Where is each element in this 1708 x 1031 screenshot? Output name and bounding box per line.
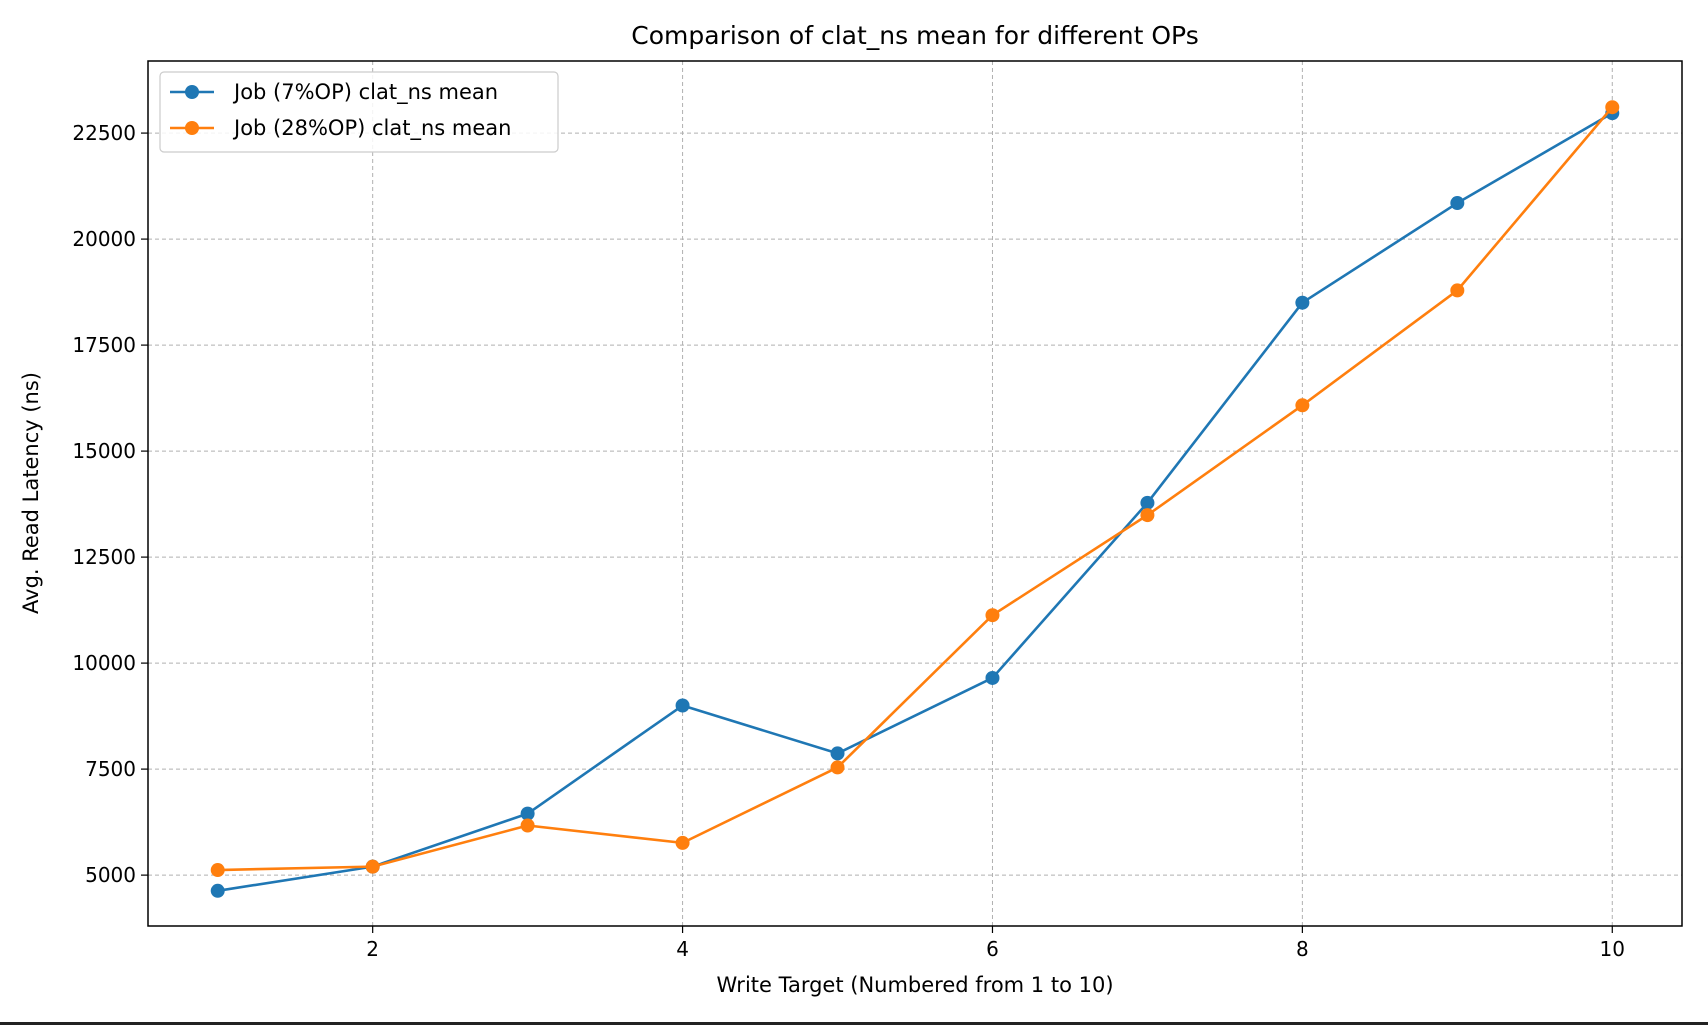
data-point — [830, 760, 845, 775]
series-line — [217, 106, 1614, 872]
x-axis-label: Write Target (Numbered from 1 to 10) — [716, 973, 1113, 997]
data-point — [520, 818, 535, 833]
data-point — [1140, 508, 1155, 523]
gridlines — [148, 61, 1682, 926]
axis-ticks: 2 4 6 8 10 5000 7500 10000 12500 15000 17500 20000 2… — [72, 121, 1625, 961]
series-2 — [210, 100, 1620, 878]
y-tick-label: 15000 — [72, 439, 136, 463]
data-point — [985, 670, 1000, 685]
y-tick-label: 17500 — [72, 333, 136, 357]
x-tick-label: 10 — [1600, 937, 1625, 961]
data-point — [985, 608, 1000, 623]
series-group — [210, 100, 1620, 898]
data-point — [1450, 283, 1465, 298]
plot-area-frame — [147, 60, 1683, 927]
x-tick-label: 8 — [1296, 937, 1309, 961]
data-point — [365, 859, 380, 874]
legend-entry: Job (7%OP) clat_ns mean — [170, 80, 498, 105]
data-point — [1295, 295, 1310, 310]
chart-title: Comparison of clat_ns mean for different… — [631, 21, 1198, 50]
y-tick-label: 7500 — [85, 757, 136, 781]
data-point — [675, 698, 690, 713]
legend-entry: Job (28%OP) clat_ns mean — [170, 116, 511, 141]
legend-box — [159, 71, 559, 153]
data-point — [830, 746, 845, 761]
data-point — [675, 835, 690, 850]
y-tick-label: 10000 — [72, 651, 136, 675]
data-point — [1605, 100, 1620, 115]
x-tick-label: 6 — [986, 937, 999, 961]
legend-marker — [185, 85, 199, 99]
data-point — [210, 883, 225, 898]
data-point — [520, 806, 535, 821]
legend-label: Job (7%OP) clat_ns mean — [232, 80, 498, 105]
data-point — [1140, 495, 1155, 510]
data-point — [210, 863, 225, 878]
data-point — [1295, 398, 1310, 413]
bottom-border — [0, 1022, 1708, 1025]
series-line — [217, 112, 1613, 893]
legend-label: Job (28%OP) clat_ns mean — [232, 116, 511, 141]
x-tick-label: 4 — [676, 937, 689, 961]
series-1 — [210, 106, 1620, 898]
y-tick-label: 20000 — [72, 227, 136, 251]
legend-marker — [185, 121, 199, 135]
y-axis-label: Avg. Read Latency (ns) — [19, 372, 43, 614]
y-tick-label: 22500 — [72, 121, 136, 145]
x-tick-label: 2 — [366, 937, 379, 961]
y-tick-label: 5000 — [85, 863, 136, 887]
data-point — [1450, 196, 1465, 211]
legend: Job (7%OP) clat_ns mean Job (28%OP) clat_… — [159, 71, 559, 153]
y-tick-label: 12500 — [72, 545, 136, 569]
